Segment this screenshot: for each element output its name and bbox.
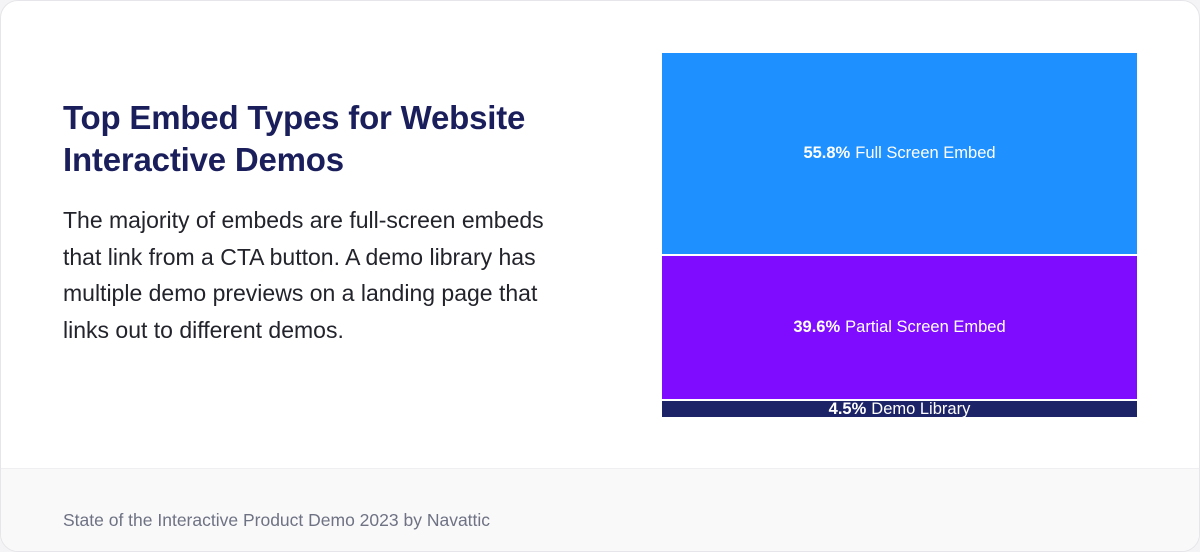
segment-category-label: Full Screen Embed — [855, 144, 996, 162]
footer: State of the Interactive Product Demo 20… — [1, 468, 1199, 551]
bar-segment-demo-library: 4.5% Demo Library — [662, 399, 1137, 418]
chart-description: The majority of embeds are full-screen e… — [63, 207, 544, 343]
segment-category-label: Partial Screen Embed — [845, 318, 1006, 336]
segment-category-label: Demo Library — [871, 399, 971, 418]
segment-value-label: 4.5% — [828, 399, 867, 418]
segment-value-label: 39.6% — [793, 318, 841, 336]
bar-segment-partial-screen-embed: 39.6% Partial Screen Embed — [662, 256, 1137, 399]
bar-segment-full-screen-embed: 55.8% Full Screen Embed — [662, 53, 1137, 254]
segment-value-label: 55.8% — [803, 144, 851, 162]
source-credit: State of the Interactive Product Demo 20… — [63, 510, 491, 530]
chart-title: Top Embed Types for Website Interactive … — [63, 99, 526, 178]
stacked-bar-chart: 55.8% Full Screen Embed 39.6% Partial Sc… — [662, 53, 1137, 418]
